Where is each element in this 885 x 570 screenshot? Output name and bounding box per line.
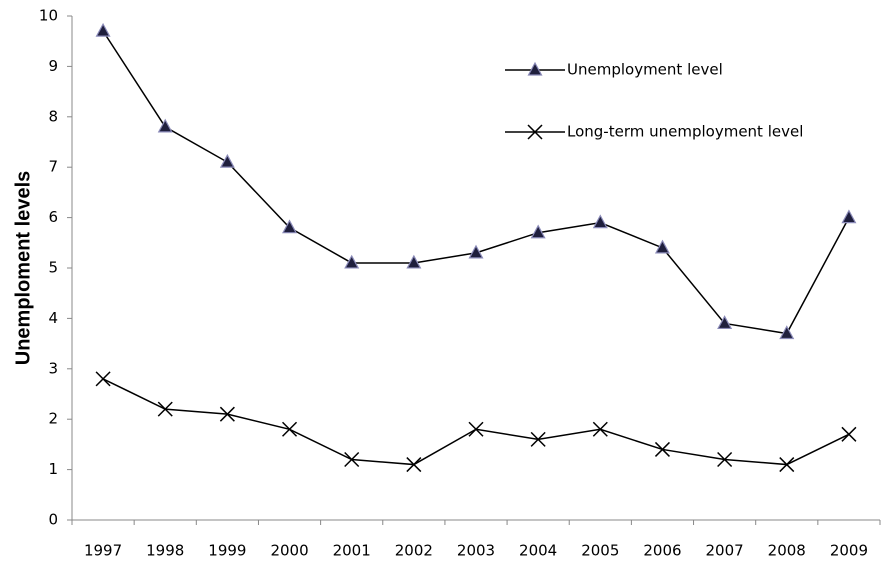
x-tick-label: 2009	[830, 542, 868, 560]
x-tick-label: 1999	[208, 542, 246, 560]
y-tick-label: 2	[48, 410, 58, 428]
marker	[779, 457, 795, 473]
x-tick-label: 2002	[395, 542, 433, 560]
x-tick-label: 1997	[84, 542, 122, 560]
y-axis-label: Unemploment levels	[12, 171, 34, 366]
marker	[468, 421, 484, 437]
marker	[95, 22, 111, 37]
marker	[717, 315, 733, 330]
marker	[530, 431, 546, 447]
x-tick-label: 2007	[706, 542, 744, 560]
y-tick-label: 9	[48, 57, 58, 75]
marker	[717, 451, 733, 468]
x-tick-label: 2008	[768, 542, 806, 560]
y-tick-label: 3	[48, 359, 58, 377]
series-line	[102, 378, 850, 466]
series-line	[102, 30, 850, 335]
legend-marker	[527, 61, 543, 76]
x-tick-label: 2005	[581, 542, 619, 560]
marker	[406, 254, 422, 269]
y-tick-label: 0	[48, 511, 58, 529]
marker	[219, 153, 235, 168]
y-tick-label: 5	[48, 259, 58, 277]
x-tick-label: 2003	[457, 542, 495, 560]
marker	[530, 224, 546, 239]
y-tick-label: 10	[39, 7, 58, 25]
y-tick-label: 4	[48, 309, 58, 327]
y-tick-label: 1	[48, 460, 58, 478]
marker	[219, 406, 235, 422]
y-tick-label: 7	[48, 158, 58, 176]
marker	[344, 451, 360, 468]
x-tick-label: 1998	[146, 542, 184, 560]
y-tick-label: 6	[48, 208, 58, 226]
marker	[282, 421, 298, 437]
y-tick-label: 8	[48, 107, 58, 125]
marker	[779, 325, 795, 340]
marker	[468, 244, 484, 259]
marker	[406, 457, 422, 473]
legend-marker	[527, 124, 543, 140]
legend-label: Long-term unemployment level	[567, 123, 803, 141]
marker	[157, 401, 173, 417]
marker	[654, 441, 670, 457]
marker	[157, 118, 173, 133]
marker	[654, 239, 670, 254]
legend-label: Unemployment level	[567, 61, 723, 79]
marker	[95, 371, 111, 387]
marker	[841, 426, 857, 442]
marker	[344, 254, 360, 269]
x-tick-label: 2000	[270, 542, 308, 560]
x-tick-label: 2001	[333, 542, 371, 560]
marker	[282, 219, 298, 234]
marker	[592, 421, 608, 437]
x-tick-label: 2006	[643, 542, 681, 560]
marker	[841, 209, 857, 224]
x-tick-label: 2004	[519, 542, 557, 560]
marker	[592, 214, 608, 229]
